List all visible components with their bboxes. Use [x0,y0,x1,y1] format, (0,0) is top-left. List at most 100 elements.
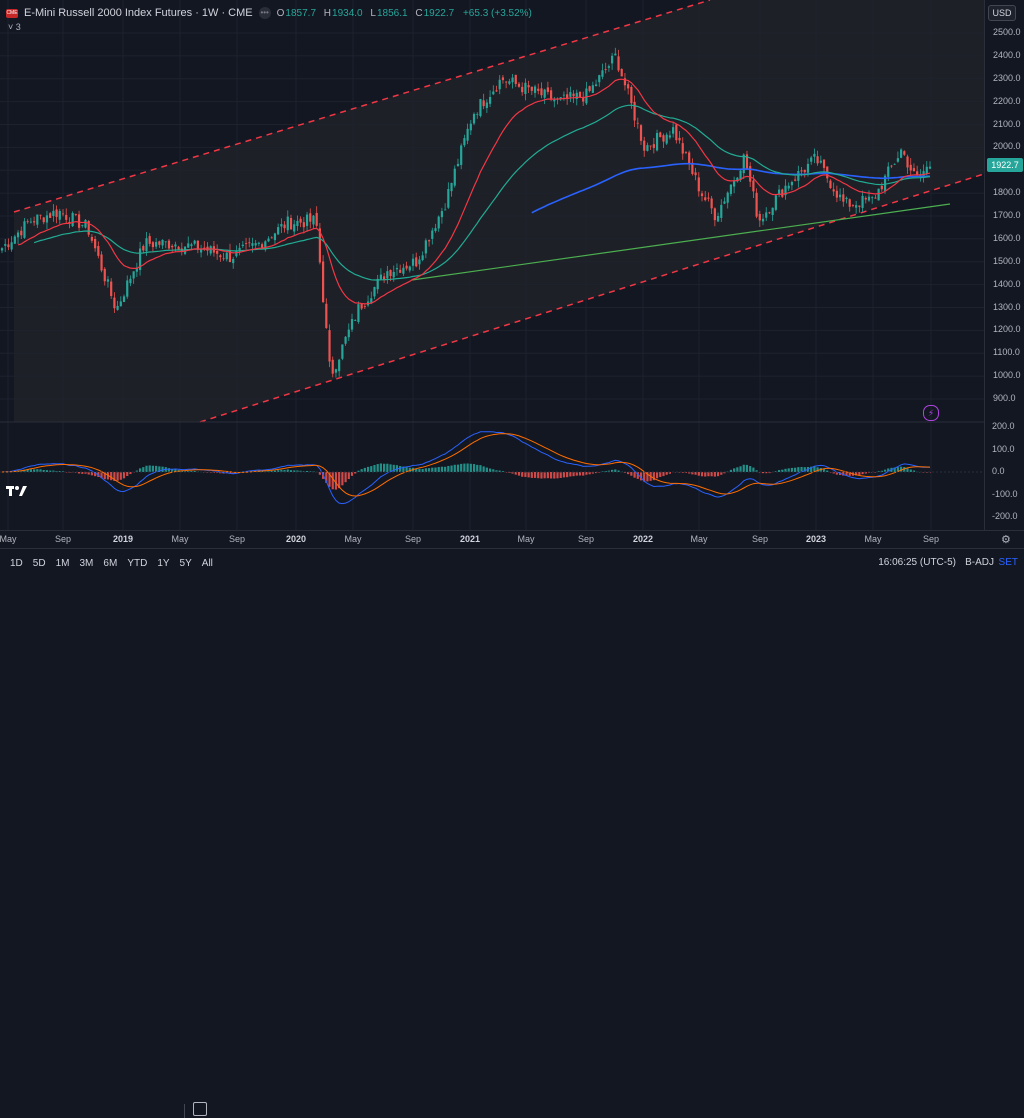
macd-histogram-bar [797,467,800,472]
macd-histogram-bar [855,472,858,476]
price-tick-label: 1200.0 [993,324,1021,335]
range-button-1m[interactable]: 1M [55,557,70,569]
macd-histogram-bar [928,472,932,473]
indicators-toggle[interactable]: ˅ 3 [8,22,21,32]
more-options-icon[interactable]: ••• [258,7,271,19]
price-tick-label: 1300.0 [993,301,1021,312]
candle [482,93,485,110]
macd-histogram-bar [688,472,691,474]
range-button-ytd[interactable]: YTD [127,557,148,569]
candle [604,62,607,74]
range-button-1d[interactable]: 1D [10,557,23,569]
candle [842,187,845,207]
macd-histogram-bar [84,472,87,474]
currency-selector[interactable]: USD [988,5,1016,21]
macd-histogram-bar [65,472,68,473]
candle [832,182,835,196]
candle [103,267,106,286]
macd-histogram-bar [784,468,787,472]
symbol-title[interactable]: E-Mini Russell 2000 Index Futures · 1W ·… [24,7,253,19]
tradingview-logo-icon[interactable] [6,484,28,498]
macd-histogram-bar [424,468,427,472]
macd-histogram-bar [893,467,896,472]
candle [167,238,171,251]
macd-histogram-bar [472,464,476,472]
candle [662,133,665,149]
macd-histogram-bar [761,472,765,474]
candle [228,243,232,263]
lightning-icon[interactable]: ⚡ [923,405,939,421]
candle [399,264,402,273]
candle [77,210,81,232]
range-button-5d[interactable]: 5D [32,557,46,569]
price-chart[interactable] [0,0,990,530]
bottom-toolbar: 1D 5D 1M 3M 6M YTD 1Y 5Y All 16:06:25 (UTC-5) B-… [0,548,1024,1118]
macd-histogram-bar [505,472,508,473]
macd-histogram-bar [151,465,155,472]
time-tick-label: May [690,534,708,544]
candle [646,142,649,152]
adjustment-toggle[interactable]: B-ADJ [965,557,994,568]
candle [716,212,720,222]
macd-histogram-bar [444,466,447,472]
price-tick-label: 1600.0 [993,232,1021,243]
candle [903,150,906,156]
macd-histogram-bar [77,472,81,474]
range-button-3m[interactable]: 3M [79,557,94,569]
candle [700,190,704,202]
macd-tick-label: 200.0 [992,421,1015,431]
candle [350,313,354,332]
candle [190,242,193,250]
candle [694,167,697,181]
macd-histogram-bar [286,469,289,472]
macd-histogram-bar [845,472,848,476]
macd-histogram-bar [302,471,305,472]
candle [594,79,598,87]
macd-histogram-bar [135,470,138,472]
macd-histogram-bar [521,472,524,477]
macd-histogram-bar [376,464,379,472]
macd-histogram-bar [742,464,745,472]
macd-histogram-bar [691,472,694,475]
macd-histogram-bar [787,468,790,472]
price-tick-label: 1400.0 [993,278,1021,289]
macd-histogram-bar [110,472,113,481]
price-tick-label: 1700.0 [993,210,1021,220]
clock[interactable]: 16:06:25 (UTC-5) [878,557,956,568]
macd-histogram-bar [514,472,517,475]
macd-histogram-bar [126,472,129,476]
macd-histogram-bar [431,467,434,472]
calendar-icon[interactable] [193,1102,207,1116]
candle [720,199,723,222]
candle [893,163,896,165]
range-button-all[interactable]: All [201,557,213,569]
time-tick-label: May [0,534,17,544]
price-scale[interactable]: 2500.02400.02300.02200.02100.02000.01900… [984,0,1024,530]
macd-scale[interactable]: 200.0 100.0 0.0 -100.0 -200.0 [984,418,1024,530]
candle [39,214,42,220]
candle [649,145,652,150]
macd-histogram-bar [822,469,826,472]
candle [794,176,797,182]
candle [755,188,758,219]
ema-200-line [531,162,931,214]
macd-histogram-bar [318,472,321,475]
macd-histogram-bar [171,468,174,472]
candle [880,182,883,192]
candle [684,151,688,155]
candle [874,194,877,199]
candle [476,112,479,119]
candle [896,151,899,163]
session-settings[interactable]: SET [998,557,1018,568]
macd-histogram-bar [623,472,627,474]
candle [678,131,681,144]
candle [636,117,639,129]
range-button-6m[interactable]: 6M [103,557,118,569]
candle [524,78,527,101]
time-axis[interactable]: May Sep 2019 May Sep 2020 May Sep 2021 May Sep 2022… [0,530,1024,549]
range-button-1y[interactable]: 1Y [157,557,170,569]
axis-settings-icon[interactable]: ⚙ [1001,534,1011,546]
macd-histogram-bar [765,472,768,474]
candle [273,232,277,245]
range-button-5y[interactable]: 5Y [179,557,192,569]
